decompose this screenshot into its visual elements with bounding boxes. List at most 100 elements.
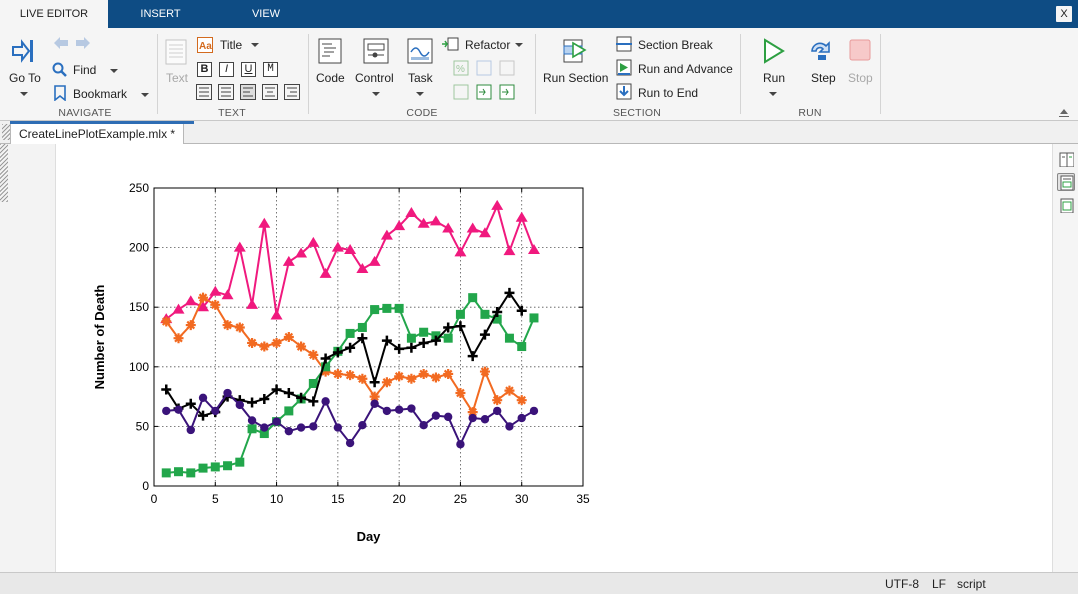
data-point: [517, 413, 526, 423]
data-point: [321, 397, 330, 406]
bookmark-button[interactable]: Bookmark: [73, 87, 128, 101]
data-point: [185, 398, 196, 409]
bold-button[interactable]: B: [197, 62, 212, 77]
task-button[interactable]: Task: [408, 71, 433, 85]
refactor-button[interactable]: Refactor: [465, 38, 511, 52]
data-point: [283, 332, 294, 342]
series-circle: [162, 388, 539, 449]
control-dropdown-arrow[interactable]: [372, 92, 380, 96]
step-button[interactable]: Step: [811, 71, 836, 85]
find-button[interactable]: Find: [73, 63, 97, 77]
control-button[interactable]: Control: [355, 71, 394, 85]
goto-button[interactable]: Go To: [9, 71, 41, 85]
hide-code-icon[interactable]: [1057, 196, 1075, 214]
data-point: [185, 320, 196, 331]
panel-grip-icon[interactable]: [2, 124, 10, 140]
run-to-end-button[interactable]: Run to End: [638, 86, 699, 100]
run-and-advance-button[interactable]: Run and Advance: [638, 62, 733, 76]
y-tick-label: 200: [129, 241, 149, 255]
data-point: [480, 415, 490, 424]
document-tab-bar: CreateLinePlotExample.mlx *: [0, 121, 1078, 145]
data-point: [223, 388, 232, 398]
y-tick-label: 50: [136, 419, 150, 433]
axes-box: [153, 187, 584, 487]
run-icon: [764, 38, 785, 64]
data-point: [161, 316, 172, 327]
run-and-advance-icon: [616, 59, 632, 76]
toolstrip: Go To Find Bookmark NAVIGATE Text Aa Tit…: [0, 28, 1078, 121]
data-point: [442, 222, 455, 233]
data-point: [284, 426, 294, 436]
find-dropdown-arrow[interactable]: [110, 69, 118, 73]
file-mode-status: script: [957, 577, 986, 591]
code-tools-icons[interactable]: %: [453, 60, 519, 102]
document-tab[interactable]: CreateLinePlotExample.mlx *: [10, 123, 185, 145]
data-point: [321, 362, 331, 372]
section-break-button[interactable]: Section Break: [638, 38, 713, 52]
back-forward-icon[interactable]: [52, 36, 92, 50]
data-point: [356, 263, 369, 274]
title-style-select[interactable]: Title: [220, 38, 243, 52]
stop-button[interactable]: Stop: [848, 71, 873, 85]
data-point: [504, 333, 514, 343]
data-point: [271, 384, 282, 395]
data-point: [309, 422, 318, 431]
text-button[interactable]: Text: [166, 71, 189, 85]
data-point: [222, 320, 233, 331]
output-on-right-icon[interactable]: [1057, 150, 1075, 168]
data-point: [418, 337, 429, 348]
tab-view[interactable]: VIEW: [251, 8, 281, 20]
bookmark-icon: [54, 85, 66, 101]
axis-ticks: 0 5 10 15 20 25 30 35 0 50 100 150 200 250: [129, 181, 590, 506]
data-point: [443, 368, 454, 379]
data-point: [368, 255, 381, 266]
code-button[interactable]: Code: [316, 71, 345, 85]
data-point: [221, 289, 234, 300]
series-plus: [161, 287, 527, 421]
live-editor-document[interactable]: 0 5 10 15 20 25 30 35 0 50 100 150 200 250 Day Number…: [0, 144, 1078, 572]
goto-icon: [12, 39, 33, 63]
data-point: [370, 399, 379, 408]
run-section-button[interactable]: Run Section: [543, 71, 609, 85]
monospace-button[interactable]: M: [263, 62, 278, 77]
collapse-ribbon-icon[interactable]: [1058, 106, 1070, 118]
data-point: [406, 342, 417, 353]
series-line: [165, 291, 523, 417]
data-point: [357, 333, 368, 344]
stop-icon: [849, 39, 871, 61]
data-point: [455, 388, 466, 399]
close-button[interactable]: X: [1056, 6, 1072, 22]
data-point: [492, 306, 503, 317]
data-point: [235, 457, 245, 467]
italic-button[interactable]: I: [219, 62, 234, 77]
tab-live-editor[interactable]: LIVE EDITOR: [0, 0, 108, 28]
run-dropdown-arrow[interactable]: [769, 92, 777, 96]
data-point: [479, 366, 490, 377]
title-dropdown-arrow[interactable]: [251, 43, 259, 47]
data-point: [407, 404, 416, 413]
goto-dropdown-arrow[interactable]: [20, 92, 28, 96]
data-point: [295, 247, 308, 258]
data-point: [308, 378, 318, 388]
refactor-dropdown-arrow[interactable]: [515, 43, 523, 47]
tab-insert[interactable]: INSERT: [140, 8, 181, 20]
section-label-code: CODE: [406, 107, 438, 119]
data-point: [283, 388, 294, 399]
series-star: [161, 292, 527, 418]
data-point: [247, 397, 258, 408]
data-point: [259, 393, 270, 404]
list-align-icons[interactable]: [196, 84, 304, 102]
svg-text:Aa: Aa: [199, 41, 212, 52]
underline-button[interactable]: U: [241, 62, 256, 77]
output-inline-icon[interactable]: [1057, 173, 1075, 191]
control-icon: [363, 38, 389, 64]
data-point: [209, 285, 222, 296]
bookmark-dropdown-arrow[interactable]: [141, 93, 149, 97]
data-point: [198, 393, 208, 402]
data-point: [503, 245, 516, 256]
y-tick-label: 100: [129, 360, 149, 374]
run-button[interactable]: Run: [763, 71, 786, 85]
data-point: [455, 309, 465, 319]
task-dropdown-arrow[interactable]: [416, 92, 424, 96]
